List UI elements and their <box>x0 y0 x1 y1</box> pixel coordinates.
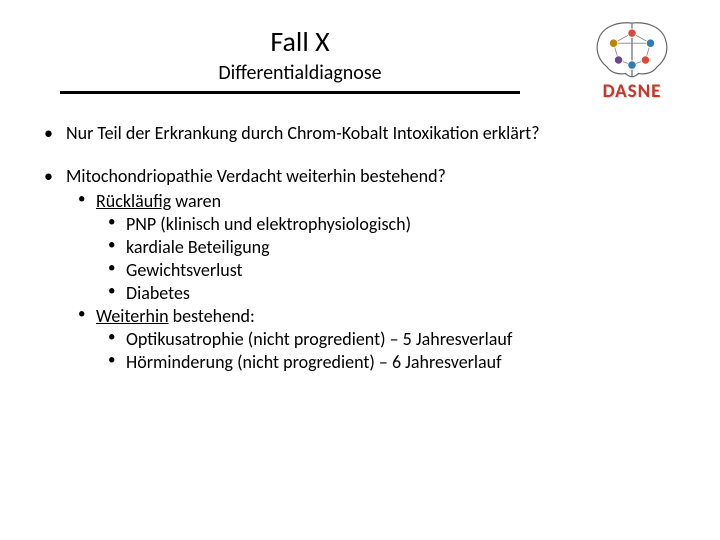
list-item: Gewichtsverlust <box>96 259 680 282</box>
slide-body: Nur Teil der Erkrankung durch Chrom-Koba… <box>0 94 720 374</box>
list-item: PNP (klinisch und elektrophysiologisch) <box>96 213 680 236</box>
list-item: Weiterhin bestehend: Optikusatrophie (ni… <box>66 305 680 374</box>
bullet-label: Rückläufig <box>96 190 171 212</box>
list-item: Nur Teil der Erkrankung durch Chrom-Koba… <box>40 122 680 145</box>
bullet-text: Diabetes <box>126 282 190 304</box>
logo-text: DASNE <box>572 80 692 103</box>
bullet-suffix: bestehend: <box>169 305 255 327</box>
bullet-text: Optikusatrophie (nicht progredient) – 5 … <box>126 328 512 350</box>
list-item: Diabetes <box>96 282 680 305</box>
bullet-suffix: waren <box>171 190 221 212</box>
bullet-text: kardiale Beteiligung <box>126 236 270 258</box>
logo: DASNE <box>572 18 692 103</box>
bullet-text: Gewichtsverlust <box>126 259 243 281</box>
brain-icon <box>590 18 674 78</box>
bullet-text: Mitochondriopathie Verdacht weiterhin be… <box>66 165 446 187</box>
list-item: Optikusatrophie (nicht progredient) – 5 … <box>96 328 680 351</box>
bullet-text: Nur Teil der Erkrankung durch Chrom-Koba… <box>66 122 540 144</box>
bullet-text: Hörminderung (nicht progredient) – 6 Jah… <box>126 351 502 373</box>
bullet-text: PNP (klinisch und elektrophysiologisch) <box>126 213 411 235</box>
list-item: Rückläufig waren PNP (klinisch und elekt… <box>66 190 680 305</box>
sub-sub-list: PNP (klinisch und elektrophysiologisch) … <box>96 213 680 305</box>
slide-header: Fall X Differentialdiagnose <box>0 0 720 94</box>
header-rule <box>60 91 520 94</box>
bullet-label: Weiterhin <box>96 305 169 327</box>
sub-sub-list: Optikusatrophie (nicht progredient) – 5 … <box>96 328 680 374</box>
list-item: Mitochondriopathie Verdacht weiterhin be… <box>40 165 680 374</box>
bullet-list: Nur Teil der Erkrankung durch Chrom-Koba… <box>40 122 680 374</box>
list-item: kardiale Beteiligung <box>96 236 680 259</box>
slide-title: Fall X <box>100 24 500 59</box>
list-item: Hörminderung (nicht progredient) – 6 Jah… <box>96 351 680 374</box>
sub-list: Rückläufig waren PNP (klinisch und elekt… <box>66 190 680 374</box>
slide-subtitle: Differentialdiagnose <box>100 61 500 85</box>
